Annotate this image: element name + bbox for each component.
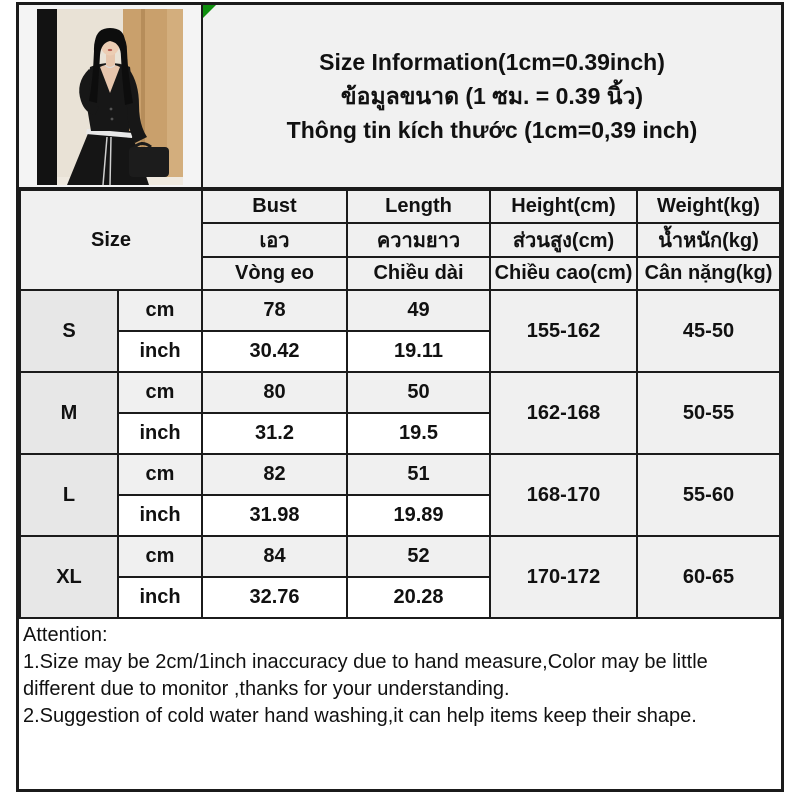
header-row: Size Information(1cm=0.39inch) ข้อมูลขนา… xyxy=(19,5,781,189)
row-xl-inch: inch 32.76 20.28 xyxy=(20,576,780,619)
size-header: Size xyxy=(19,189,203,291)
size-label-s: S xyxy=(19,289,119,373)
s-weight: 45-50 xyxy=(636,289,781,373)
size-label-l: L xyxy=(19,453,119,537)
col-weight-vi: Cân nặng(kg) xyxy=(636,256,781,291)
unit-inch: inch xyxy=(117,576,203,619)
unit-cm: cm xyxy=(117,289,203,332)
title-vi: Thông tin kích thước (1cm=0,39 inch) xyxy=(286,117,698,143)
title-en: Size Information(1cm=0.39inch) xyxy=(319,49,665,75)
l-bust-cm: 82 xyxy=(201,453,348,496)
m-length-cm: 50 xyxy=(346,371,491,414)
unit-inch: inch xyxy=(117,330,203,373)
row-l-cm: L cm 82 51 168-170 55-60 xyxy=(19,453,781,537)
header-row-vi: Vòng eo Chiều dài Chiều cao(cm) Cân nặng… xyxy=(20,256,781,291)
m-bust-inch: 31.2 xyxy=(201,412,348,455)
m-height: 162-168 xyxy=(489,371,638,455)
model-figure xyxy=(67,28,169,185)
s-bust-inch: 30.42 xyxy=(201,330,348,373)
col-length-en: Length xyxy=(346,189,491,224)
size-table: Size Bust Length Height(cm) Weight(kg) เ… xyxy=(19,189,781,619)
title-cell: Size Information(1cm=0.39inch) ข้อมูลขนา… xyxy=(203,5,781,187)
unit-inch: inch xyxy=(117,412,203,455)
s-height: 155-162 xyxy=(489,289,638,373)
size-chart-frame: Size Information(1cm=0.39inch) ข้อมูลขนา… xyxy=(16,2,784,792)
l-length-inch: 19.89 xyxy=(346,494,491,537)
size-label-xl: XL xyxy=(19,535,119,619)
col-bust-vi: Vòng eo xyxy=(201,256,348,291)
header-row-th: เอว ความยาว ส่วนสูง(cm) น้ำหนัก(kg) xyxy=(20,222,781,258)
xl-length-inch: 20.28 xyxy=(346,576,491,619)
col-weight-en: Weight(kg) xyxy=(636,189,781,224)
row-xl-cm: XL cm 84 52 170-172 60-65 xyxy=(19,535,781,619)
m-length-inch: 19.5 xyxy=(346,412,491,455)
attention-note-1: 1.Size may be 2cm/1inch inaccuracy due t… xyxy=(23,651,708,700)
col-length-vi: Chiều dài xyxy=(346,256,491,291)
s-length-inch: 19.11 xyxy=(346,330,491,373)
green-corner-marker-icon xyxy=(203,5,216,18)
title-th: ข้อมูลขนาด (1 ซม. = 0.39 นิ้ว) xyxy=(340,83,644,109)
xl-bust-inch: 32.76 xyxy=(201,576,348,619)
col-length-th: ความยาว xyxy=(346,222,491,258)
s-bust-cm: 78 xyxy=(201,289,348,332)
product-photo-cell xyxy=(19,5,203,187)
xl-weight: 60-65 xyxy=(636,535,781,619)
row-l-inch: inch 31.98 19.89 xyxy=(20,494,780,537)
attention-note-2: 2.Suggestion of cold water hand washing,… xyxy=(23,705,697,727)
xl-length-cm: 52 xyxy=(346,535,491,578)
unit-cm: cm xyxy=(117,453,203,496)
unit-cm: cm xyxy=(117,535,203,578)
l-weight: 55-60 xyxy=(636,453,781,537)
attention-section: Attention: 1.Size may be 2cm/1inch inacc… xyxy=(19,619,781,789)
m-bust-cm: 80 xyxy=(201,371,348,414)
xl-height: 170-172 xyxy=(489,535,638,619)
l-bust-inch: 31.98 xyxy=(201,494,348,537)
l-length-cm: 51 xyxy=(346,453,491,496)
size-label-m: M xyxy=(19,371,119,455)
row-s-inch: inch 30.42 19.11 xyxy=(20,330,780,373)
col-weight-th: น้ำหนัก(kg) xyxy=(636,222,781,258)
product-photo xyxy=(37,9,183,185)
col-height-vi: Chiều cao(cm) xyxy=(489,256,638,291)
attention-heading: Attention: xyxy=(23,624,108,646)
unit-cm: cm xyxy=(117,371,203,414)
col-bust-en: Bust xyxy=(201,189,348,224)
l-height: 168-170 xyxy=(489,453,638,537)
row-m-inch: inch 31.2 19.5 xyxy=(20,412,780,455)
col-bust-th: เอว xyxy=(201,222,348,258)
header-row-en: Size Bust Length Height(cm) Weight(kg) xyxy=(19,189,781,291)
row-m-cm: M cm 80 50 162-168 50-55 xyxy=(19,371,781,455)
xl-bust-cm: 84 xyxy=(201,535,348,578)
col-height-th: ส่วนสูง(cm) xyxy=(489,222,638,258)
row-s-cm: S cm 78 49 155-162 45-50 xyxy=(19,289,781,373)
m-weight: 50-55 xyxy=(636,371,781,455)
unit-inch: inch xyxy=(117,494,203,537)
col-height-en: Height(cm) xyxy=(489,189,638,224)
s-length-cm: 49 xyxy=(346,289,491,332)
